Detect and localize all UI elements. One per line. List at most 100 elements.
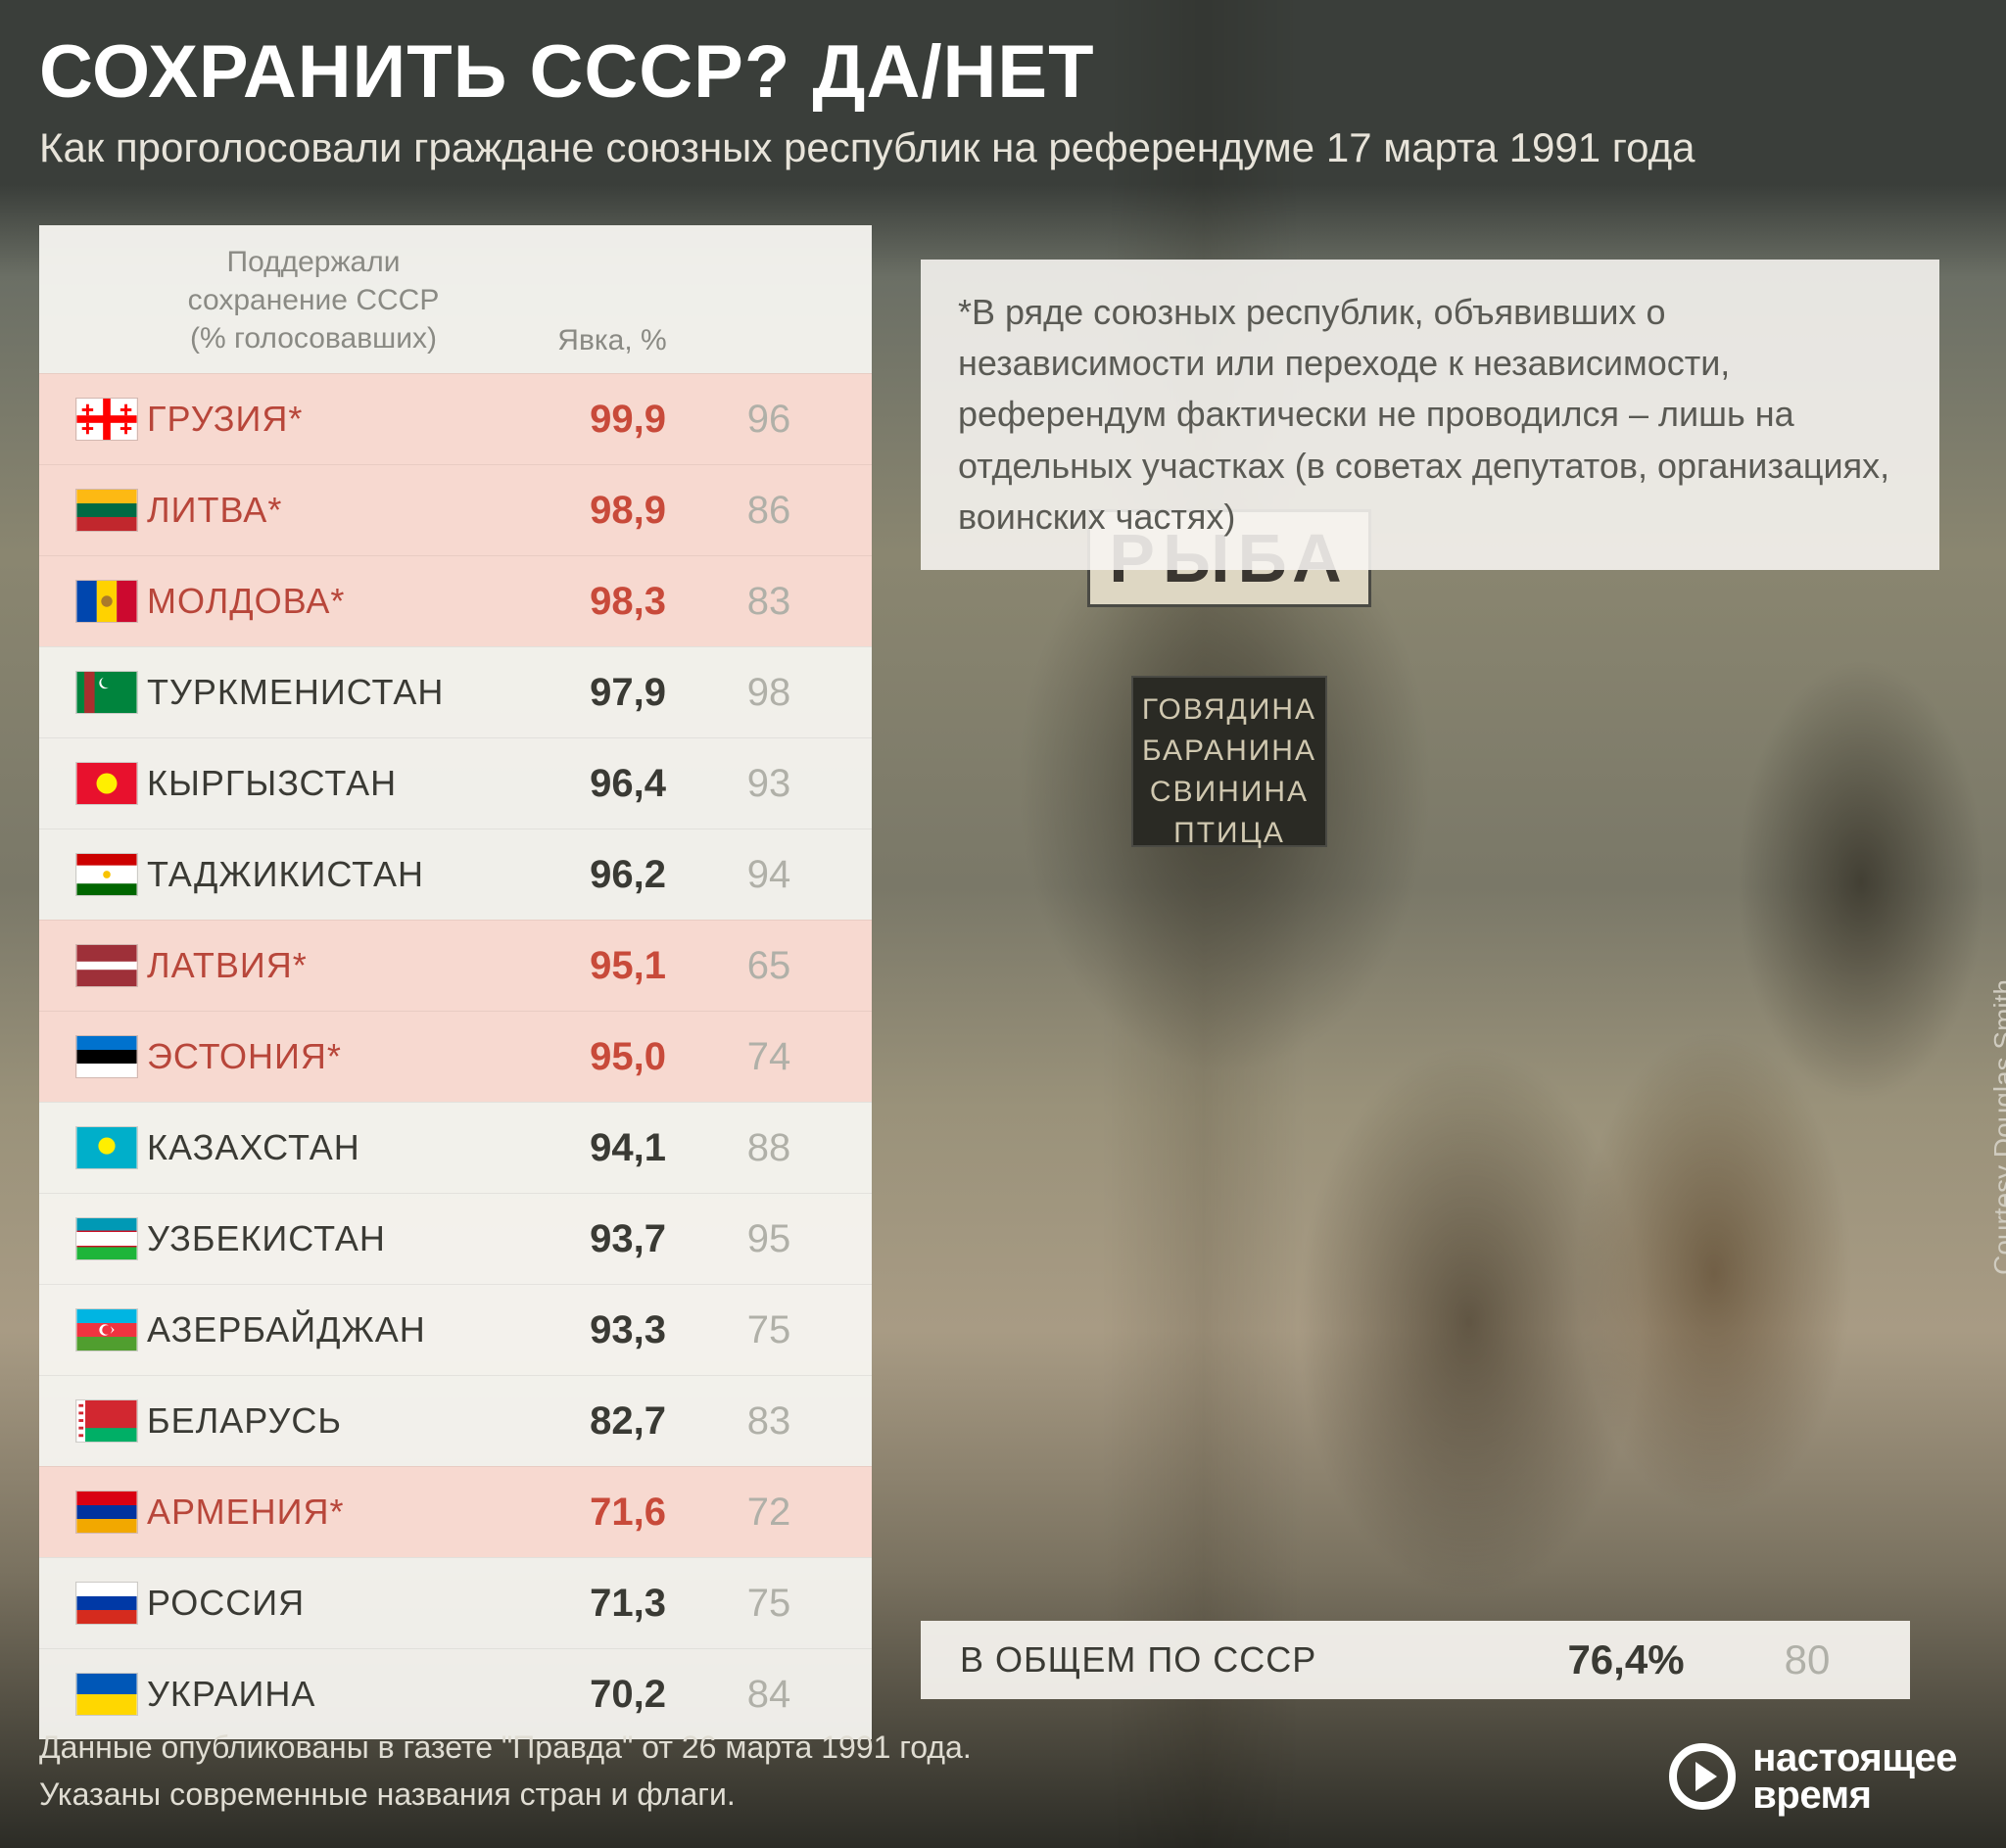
column-header-turnout: Явка, %	[539, 324, 686, 357]
support-value: 98,9	[539, 489, 695, 533]
country-name: ЭСТОНИЯ*	[147, 1036, 539, 1077]
country-name: ЛИТВА*	[147, 490, 539, 531]
turnout-value: 93	[695, 762, 842, 806]
menu-line: ГОВЯДИНА	[1133, 689, 1325, 731]
page-subtitle: Как проголосовали граждане союзных респу…	[39, 124, 1967, 171]
menu-line: БАРАНИНА	[1133, 731, 1325, 772]
country-name: УКРАИНА	[147, 1674, 539, 1715]
flag-icon	[39, 944, 147, 987]
flag-icon	[39, 489, 147, 532]
support-value: 97,9	[539, 671, 695, 715]
column-header-support: Поддержали сохранение СССР(% голосовавши…	[39, 243, 539, 357]
flag-icon	[39, 1399, 147, 1443]
logo-line: время	[1752, 1777, 1957, 1814]
header: СОХРАНИТЬ СССР? ДА/НЕТ Как проголосовали…	[39, 29, 1967, 171]
table-row: МОЛДОВА* 98,3 83	[39, 555, 872, 646]
turnout-value: 83	[695, 580, 842, 624]
country-name: АЗЕРБАЙДЖАН	[147, 1309, 539, 1350]
photo-credit: Courtesy Douglas Smith	[1988, 979, 2006, 1275]
turnout-value: 94	[695, 853, 842, 897]
turnout-value: 98	[695, 671, 842, 715]
turnout-value: 96	[695, 398, 842, 442]
summary-row: В ОБЩЕМ ПО СССР 76,4% 80	[921, 1621, 1910, 1699]
table-row: ГРУЗИЯ* 99,9 96	[39, 373, 872, 464]
flag-icon	[39, 398, 147, 441]
country-name: РОССИЯ	[147, 1583, 539, 1624]
support-value: 82,7	[539, 1399, 695, 1444]
support-value: 95,1	[539, 944, 695, 988]
table-row: ЛИТВА* 98,9 86	[39, 464, 872, 555]
country-name: КЫРГЫЗСТАН	[147, 763, 539, 804]
support-value: 96,4	[539, 762, 695, 806]
page-title: СОХРАНИТЬ СССР? ДА/НЕТ	[39, 29, 1967, 115]
table-row: ТАДЖИКИСТАН 96,2 94	[39, 829, 872, 920]
summary-label: В ОБЩЕМ ПО СССР	[921, 1639, 1518, 1681]
country-name: ТУРКМЕНИСТАН	[147, 672, 539, 713]
flag-icon	[39, 1491, 147, 1534]
table-row: УЗБЕКИСТАН 93,7 95	[39, 1193, 872, 1284]
logo-line: настоящее	[1752, 1739, 1957, 1777]
flag-icon	[39, 762, 147, 805]
turnout-value: 86	[695, 489, 842, 533]
turnout-value: 88	[695, 1126, 842, 1170]
country-name: БЕЛАРУСЬ	[147, 1400, 539, 1442]
flag-icon	[39, 1308, 147, 1351]
flag-icon	[39, 1035, 147, 1078]
support-value: 95,0	[539, 1035, 695, 1079]
table-row: КЫРГЫЗСТАН 96,4 93	[39, 737, 872, 829]
publisher-logo: настоящее время	[1668, 1739, 1957, 1814]
table-row: ТУРКМЕНИСТАН 97,9 98	[39, 646, 872, 737]
country-name: МОЛДОВА*	[147, 581, 539, 622]
summary-turnout: 80	[1734, 1636, 1881, 1683]
turnout-value: 75	[695, 1308, 842, 1352]
turnout-value: 74	[695, 1035, 842, 1079]
country-name: ГРУЗИЯ*	[147, 399, 539, 440]
table-row: БЕЛАРУСЬ 82,7 83	[39, 1375, 872, 1466]
flag-icon	[39, 1673, 147, 1716]
table-row: ЭСТОНИЯ* 95,0 74	[39, 1011, 872, 1102]
support-value: 71,6	[539, 1491, 695, 1535]
country-name: КАЗАХСТАН	[147, 1127, 539, 1168]
logo-icon	[1668, 1742, 1737, 1811]
menu-line: ПТИЦА	[1133, 813, 1325, 854]
menu-line: СВИНИНА	[1133, 772, 1325, 813]
country-name: ЛАТВИЯ*	[147, 945, 539, 986]
flag-icon	[39, 671, 147, 714]
support-value: 96,2	[539, 853, 695, 897]
source-footer: Данные опубликованы в газете "Правда" от…	[39, 1724, 972, 1818]
turnout-value: 83	[695, 1399, 842, 1444]
support-value: 99,9	[539, 398, 695, 442]
flag-icon	[39, 580, 147, 623]
shop-menu-sign: ГОВЯДИНА БАРАНИНА СВИНИНА ПТИЦА	[1131, 676, 1327, 847]
turnout-value: 95	[695, 1217, 842, 1261]
logo-text: настоящее время	[1752, 1739, 1957, 1814]
footer-line: Указаны современные названия стран и фла…	[39, 1771, 972, 1818]
flag-icon	[39, 1126, 147, 1169]
support-value: 98,3	[539, 580, 695, 624]
support-value: 71,3	[539, 1582, 695, 1626]
support-value: 70,2	[539, 1673, 695, 1717]
footnote-box: *В ряде союзных республик, объявивших о …	[921, 260, 1939, 570]
support-value: 93,3	[539, 1308, 695, 1352]
turnout-value: 84	[695, 1673, 842, 1717]
support-value: 94,1	[539, 1126, 695, 1170]
table-row: АРМЕНИЯ* 71,6 72	[39, 1466, 872, 1557]
results-table: Поддержали сохранение СССР(% голосовавши…	[39, 225, 872, 1739]
flag-icon	[39, 1582, 147, 1625]
turnout-value: 65	[695, 944, 842, 988]
turnout-value: 72	[695, 1491, 842, 1535]
summary-value: 76,4%	[1518, 1636, 1734, 1683]
flag-icon	[39, 853, 147, 896]
table-header: Поддержали сохранение СССР(% голосовавши…	[39, 225, 872, 373]
country-name: АРМЕНИЯ*	[147, 1492, 539, 1533]
table-row: АЗЕРБАЙДЖАН 93,3 75	[39, 1284, 872, 1375]
country-name: УЗБЕКИСТАН	[147, 1218, 539, 1259]
country-name: ТАДЖИКИСТАН	[147, 854, 539, 895]
table-row: РОССИЯ 71,3 75	[39, 1557, 872, 1648]
table-row: КАЗАХСТАН 94,1 88	[39, 1102, 872, 1193]
table-row: ЛАТВИЯ* 95,1 65	[39, 920, 872, 1011]
flag-icon	[39, 1217, 147, 1260]
footer-line: Данные опубликованы в газете "Правда" от…	[39, 1724, 972, 1771]
support-value: 93,7	[539, 1217, 695, 1261]
turnout-value: 75	[695, 1582, 842, 1626]
